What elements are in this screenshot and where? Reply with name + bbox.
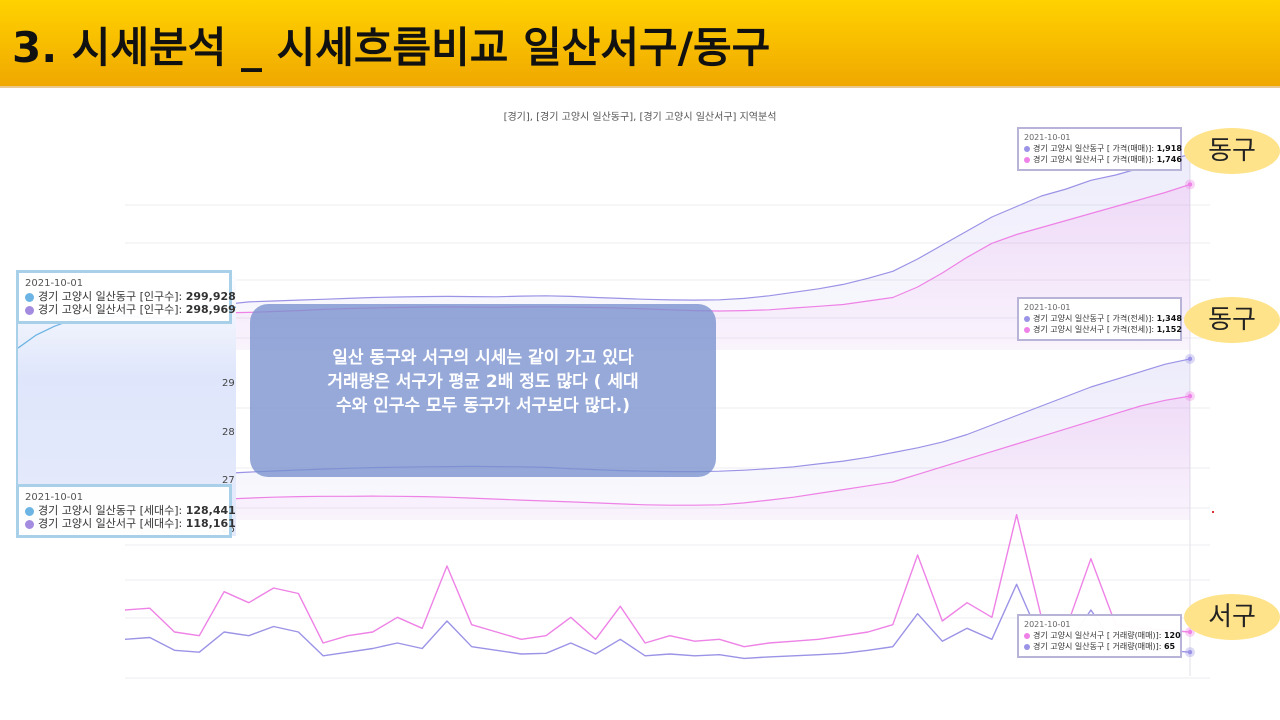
axis-tick: 27 (222, 475, 235, 486)
axis-tick: 29 (222, 378, 235, 389)
tooltip-row: 경기 고양시 일산서구 [인구수]: 298,969 (25, 303, 236, 316)
note-line: 거래량은 서구가 평균 2배 정도 많다 ( 세대 (327, 372, 639, 392)
tooltip-label: 경기 고양시 일산동구 [ 가격(전세)]: (1033, 314, 1157, 323)
axis-marker (1212, 511, 1214, 513)
tooltip-value: 128,441 (185, 504, 236, 517)
tooltip-value: 1,152 (1156, 325, 1182, 334)
note-line: 수와 인구수 모두 동구가 서구보다 많다.) (335, 396, 631, 416)
tooltip-value: 65 (1163, 642, 1176, 651)
series-line (124, 514, 1191, 648)
tooltip-value: 118,161 (185, 517, 236, 530)
series-dot-icon (25, 305, 34, 315)
tooltip-label: 경기 고양시 일산서구 [세대수]: (38, 517, 186, 530)
tooltip-label: 경기 고양시 일산동구 [ 가격(매매)]: (1033, 144, 1157, 153)
tooltip-date: 2021-10-01 (25, 492, 84, 503)
series-dot-icon (25, 292, 34, 302)
tooltip-row: 경기 고양시 일산동구 [세대수]: 128,441 (25, 504, 236, 517)
series-dot-icon (1024, 156, 1030, 163)
tooltip-label: 경기 고양시 일산동구 [ 거래량(매매)]: (1033, 642, 1164, 651)
sale-price-tooltip: 2021-10-01 경기 고양시 일산동구 [ 가격(매매)]: 1,918 … (1017, 127, 1182, 171)
tooltip-row: 경기 고양시 일산동구 [ 가격(매매)]: 1,918 (1024, 143, 1182, 154)
axis-tick: 28 (222, 427, 235, 438)
tooltip-label: 경기 고양시 일산서구 [ 가격(매매)]: (1033, 155, 1157, 164)
series-end-point (1187, 393, 1193, 399)
tooltip-date: 2021-10-01 (25, 278, 84, 289)
tooltip-row: 경기 고양시 일산동구 [ 가격(전세)]: 1,348 (1024, 313, 1182, 324)
series-dot-icon (1024, 632, 1030, 639)
series-end-point (1187, 649, 1193, 655)
slide-title: 3. 시세분석 _ 시세흐름비교 일산서구/동구 (12, 23, 771, 72)
tooltip-row: 경기 고양시 일산서구 [세대수]: 118,161 (25, 517, 236, 530)
tooltip-label: 경기 고양시 일산동구 [인구수]: (38, 290, 186, 303)
series-dot-icon (1024, 326, 1030, 333)
tooltip-label: 경기 고양시 일산동구 [세대수]: (38, 504, 186, 517)
tooltip-row: 경기 고양시 일산서구 [ 가격(전세)]: 1,152 (1024, 324, 1182, 335)
tooltip-value: 1,348 (1156, 314, 1182, 323)
series-line (124, 583, 1191, 660)
series-dot-icon (1024, 315, 1030, 322)
tooltip-label: 경기 고양시 일산서구 [ 가격(전세)]: (1033, 325, 1157, 334)
tooltip-label: 경기 고양시 일산서구 [ 거래량(매매)]: (1033, 631, 1164, 640)
tooltip-value: 1,746 (1156, 155, 1182, 164)
chart-caption: [경기], [경기 고양시 일산동구], [경기 고양시 일산서구] 지역분석 (503, 112, 777, 123)
series-dot-icon (25, 519, 34, 529)
series-end-point (1187, 356, 1193, 362)
oval-label-seo-gu: 서구 (1184, 594, 1280, 640)
series-end-point (1187, 182, 1193, 187)
oval-label-dong-gu: 동구 (1184, 128, 1280, 174)
series-line (124, 153, 1191, 316)
tooltip-row: 경기 고양시 일산동구 [ 거래량(매매)]: 65 (1024, 641, 1175, 652)
volume-tooltip: 2021-10-01 경기 고양시 일산서구 [ 거래량(매매)]: 120 경… (1017, 614, 1182, 658)
tooltip-row: 경기 고양시 일산서구 [ 가격(매매)]: 1,746 (1024, 154, 1182, 165)
households-tooltip: 2021-10-01 경기 고양시 일산동구 [세대수]: 128,441 경기… (16, 484, 236, 538)
population-tooltip: 2021-10-01 경기 고양시 일산동구 [인구수]: 299,928 경기… (16, 270, 236, 324)
oval-label-dong-gu: 동구 (1184, 297, 1280, 343)
tooltip-value: 298,969 (185, 303, 236, 316)
jeonse-price-tooltip: 2021-10-01 경기 고양시 일산동구 [ 가격(전세)]: 1,348 … (1017, 297, 1182, 341)
analysis-note: 일산 동구와 서구의 시세는 같이 가고 있다 거래량은 서구가 평균 2배 정… (250, 304, 716, 477)
series-dot-icon (1024, 145, 1030, 152)
tooltip-value: 299,928 (185, 290, 236, 303)
tooltip-value: 1,918 (1156, 144, 1182, 153)
tooltip-date: 2021-10-01 (1024, 620, 1071, 629)
series-end-point (1187, 629, 1193, 635)
title-bar: 3. 시세분석 _ 시세흐름비교 일산서구/동구 (0, 0, 1280, 88)
series-area (125, 396, 1190, 520)
series-dot-icon (1024, 643, 1030, 650)
tooltip-date: 2021-10-01 (1024, 133, 1071, 142)
note-line: 일산 동구와 서구의 시세는 같이 가고 있다 (332, 348, 634, 368)
series-dot-icon (25, 506, 34, 516)
tooltip-row: 경기 고양시 일산동구 [인구수]: 299,928 (25, 290, 236, 303)
tooltip-date: 2021-10-01 (1024, 303, 1071, 312)
tooltip-label: 경기 고양시 일산서구 [인구수]: (38, 303, 186, 316)
tooltip-row: 경기 고양시 일산서구 [ 거래량(매매)]: 120 (1024, 630, 1181, 641)
tooltip-value: 120 (1163, 631, 1181, 640)
series-line (124, 395, 1191, 510)
